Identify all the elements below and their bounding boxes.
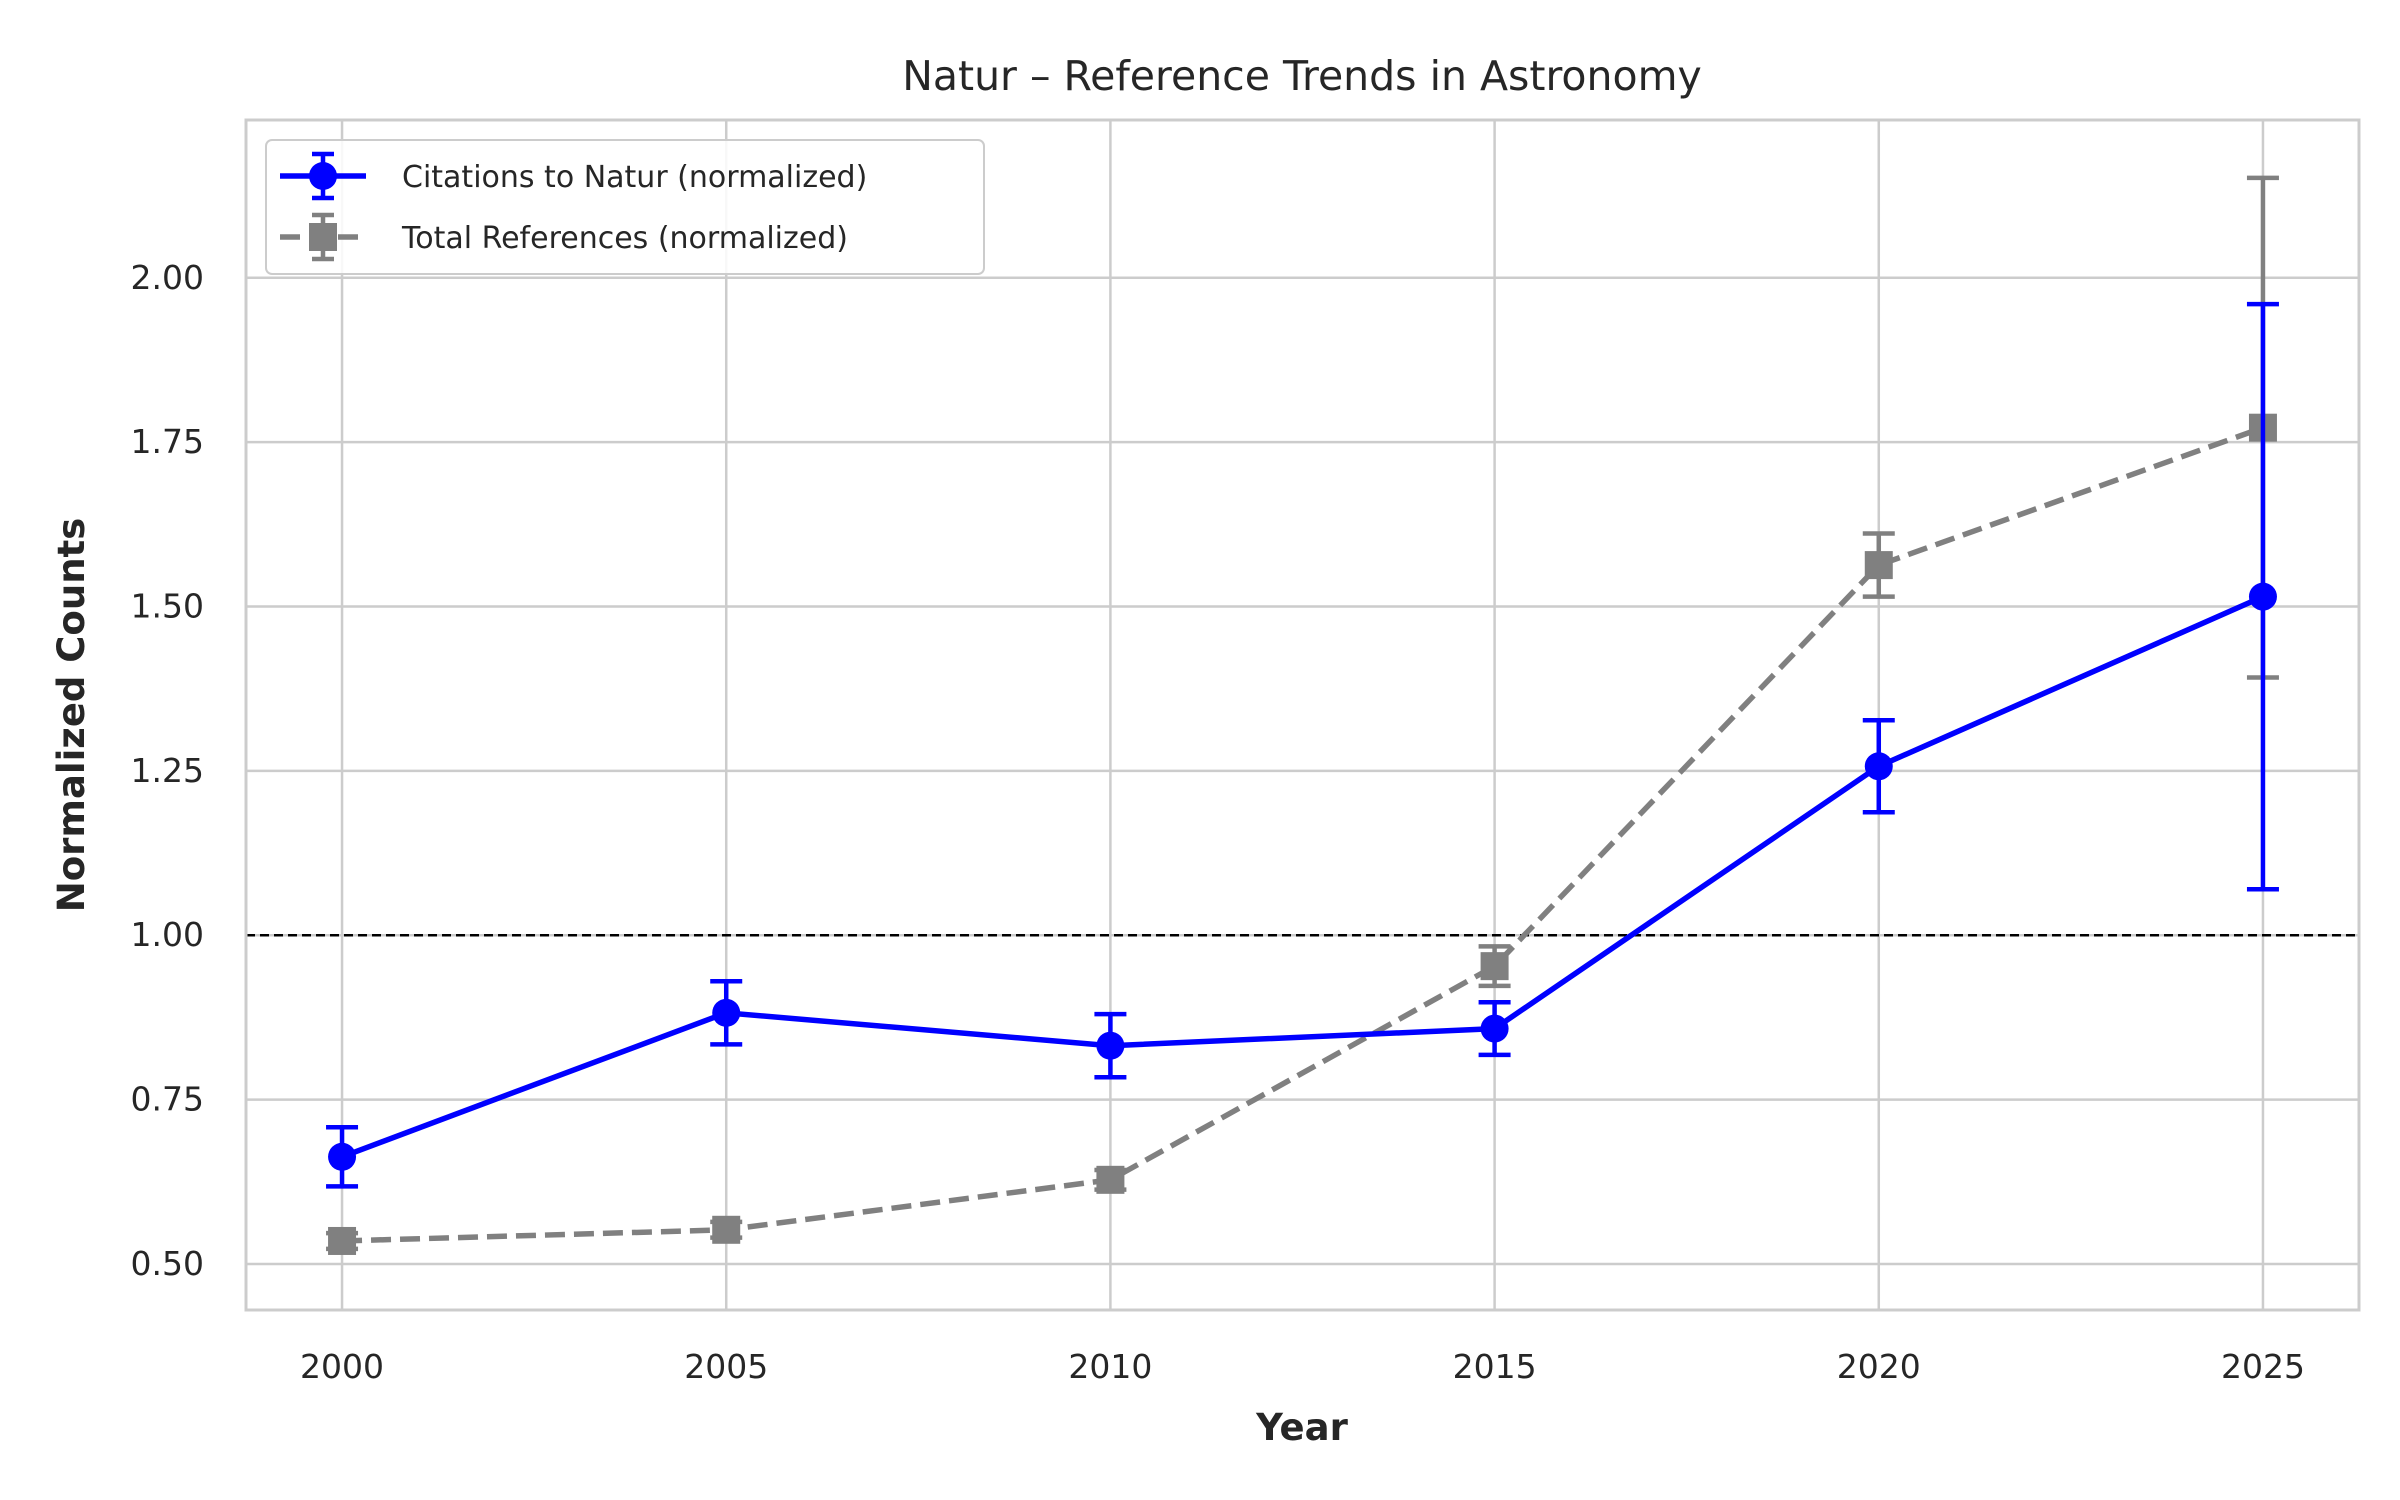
data-point xyxy=(712,1215,741,1244)
x-tick-label: 2005 xyxy=(684,1347,768,1386)
data-point xyxy=(1096,1165,1125,1194)
x-tick-label: 2010 xyxy=(1068,1347,1152,1386)
y-axis-label: Normalized Counts xyxy=(50,518,93,912)
legend-label: Citations to Natur (normalized) xyxy=(402,160,867,195)
series-line xyxy=(341,425,2264,1244)
y-tick-label: 2.00 xyxy=(131,258,204,297)
data-point xyxy=(1864,551,1893,580)
legend-box xyxy=(265,139,985,275)
x-tick-label: 2015 xyxy=(1453,1347,1537,1386)
y-tick-label: 1.75 xyxy=(131,422,204,461)
data-point xyxy=(328,1226,357,1255)
x-tick-label: 2000 xyxy=(300,1347,384,1386)
y-tick-label: 1.50 xyxy=(131,587,204,626)
x-axis-label: Year xyxy=(1255,1406,1348,1449)
chart-title: Natur – Reference Trends in Astronomy xyxy=(902,52,1702,100)
legend-marker xyxy=(309,162,337,190)
series-2 xyxy=(326,175,2279,1255)
plot-frame xyxy=(244,118,2361,1312)
series-1 xyxy=(326,301,2279,1189)
data-point xyxy=(712,998,741,1027)
data-point xyxy=(1480,1014,1509,1043)
legend[interactable]: Citations to Natur (normalized) Total Ref… xyxy=(265,139,985,275)
series-line xyxy=(341,594,2265,1160)
x-tick-labels: 2000 2005 2010 2015 2020 2025 xyxy=(300,1347,2305,1386)
y-tick-labels: 0.50 0.75 1.00 1.25 1.50 1.75 2.00 xyxy=(131,258,204,1283)
legend-marker xyxy=(309,223,337,251)
y-tick-label: 0.75 xyxy=(131,1080,204,1119)
data-point xyxy=(328,1142,357,1171)
x-tick-label: 2020 xyxy=(1837,1347,1921,1386)
data-point xyxy=(2248,582,2277,611)
legend-label: Total References (normalized) xyxy=(401,221,848,256)
y-tick-label: 1.00 xyxy=(131,915,204,954)
x-tick-label: 2025 xyxy=(2221,1347,2305,1386)
data-point xyxy=(1864,752,1893,781)
data-point xyxy=(1480,952,1509,981)
y-tick-label: 0.50 xyxy=(131,1244,204,1283)
data-point xyxy=(1096,1031,1125,1060)
y-tick-label: 1.25 xyxy=(131,751,204,790)
legend-item-1: Citations to Natur (normalized) xyxy=(280,151,867,201)
legend-item-2: Total References (normalized) xyxy=(280,212,848,262)
